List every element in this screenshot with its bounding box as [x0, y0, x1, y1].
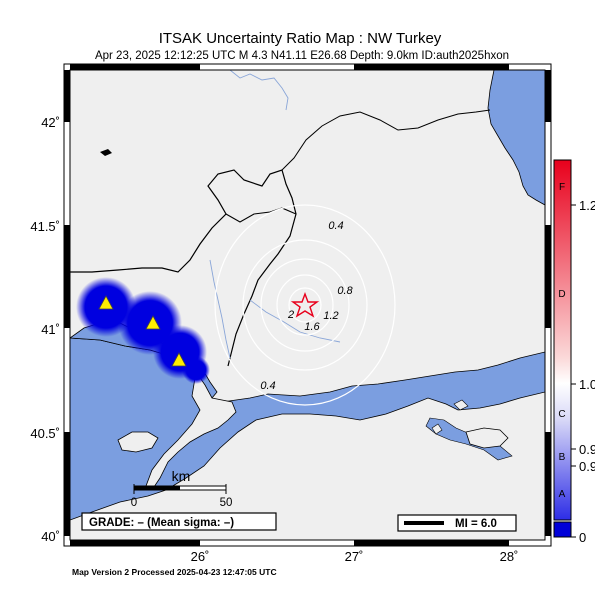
gallipoli-peninsula: [145, 370, 237, 491]
island-marmara: [465, 427, 509, 449]
lon-tick-label: 26˚: [191, 549, 210, 564]
contour-label: 0.4: [260, 380, 275, 392]
colorbar-grade: A: [559, 489, 566, 500]
footer-processed: Map Version 2 Processed 2025-04-23 12:47…: [72, 567, 277, 577]
scale-bar: km 0 50: [131, 468, 233, 509]
river: [249, 299, 341, 343]
contour-label: 0.8: [337, 285, 353, 297]
contour-lines: [214, 204, 396, 406]
lake: [100, 149, 112, 156]
lon-tick-label: 28˚: [500, 549, 519, 564]
lat-tick-label: 40˚: [41, 529, 60, 544]
colorbar-value: 1.0: [579, 377, 595, 392]
mi-legend: MI = 6.0: [397, 514, 517, 532]
map-title: ITSAK Uncertainty Ratio Map : NW Turkey: [159, 30, 442, 47]
map-subtitle: Apr 23, 2025 12:12:25 UTC M 4.3 N41.11 E…: [95, 50, 509, 62]
lon-tick-label: 27˚: [345, 549, 364, 564]
island-small-2: [431, 423, 443, 435]
grade-box: GRADE: – (Mean sigma: –): [81, 512, 277, 531]
map-frame: [63, 63, 552, 547]
coast-border-east: [281, 109, 491, 171]
region-border: [225, 207, 297, 223]
country-border: [70, 169, 297, 367]
river: [229, 70, 289, 111]
mi-label: MI = 6.0: [455, 518, 497, 530]
colorbar-grade: D: [558, 289, 565, 300]
station-markers: [98, 295, 187, 367]
scale-end: 50: [220, 497, 233, 509]
colorbar-grade: C: [558, 409, 565, 420]
colorbar: F D C B A 1.2 1.0 0.9 0.9 0: [553, 159, 595, 545]
colorbar-grade: B: [559, 452, 566, 463]
epicenter-star: [290, 292, 320, 318]
colorbar-grade: F: [559, 182, 565, 193]
contour-label: 1.2: [323, 310, 338, 322]
lat-tick-label: 40.5˚: [30, 426, 60, 441]
anatolia-coast: [70, 391, 545, 540]
lat-tick-label: 41.5˚: [30, 219, 60, 234]
station-triangle: [98, 295, 114, 310]
contour-label: 0.4: [328, 220, 343, 232]
lat-tick-label: 41˚: [41, 322, 60, 337]
grade-label: GRADE: – (Mean sigma: –): [89, 517, 234, 529]
contour-label: 1.6: [304, 321, 320, 333]
colorbar-value: 0.9: [579, 459, 595, 474]
river: [209, 259, 231, 359]
colorbar-value: 0: [579, 530, 586, 545]
lat-tick-label: 42˚: [41, 115, 60, 130]
island-small-1: [453, 399, 469, 411]
scale-start: 0: [131, 497, 137, 509]
contour-label: 2: [287, 309, 294, 321]
colorbar-value: 1.2: [579, 198, 595, 213]
station-triangle: [171, 352, 187, 367]
scale-unit: km: [172, 468, 191, 484]
island-gokceada: [117, 431, 159, 453]
colorbar-value: 0.9: [579, 442, 595, 457]
station-triangle: [145, 315, 161, 330]
map-area: [70, 70, 545, 540]
